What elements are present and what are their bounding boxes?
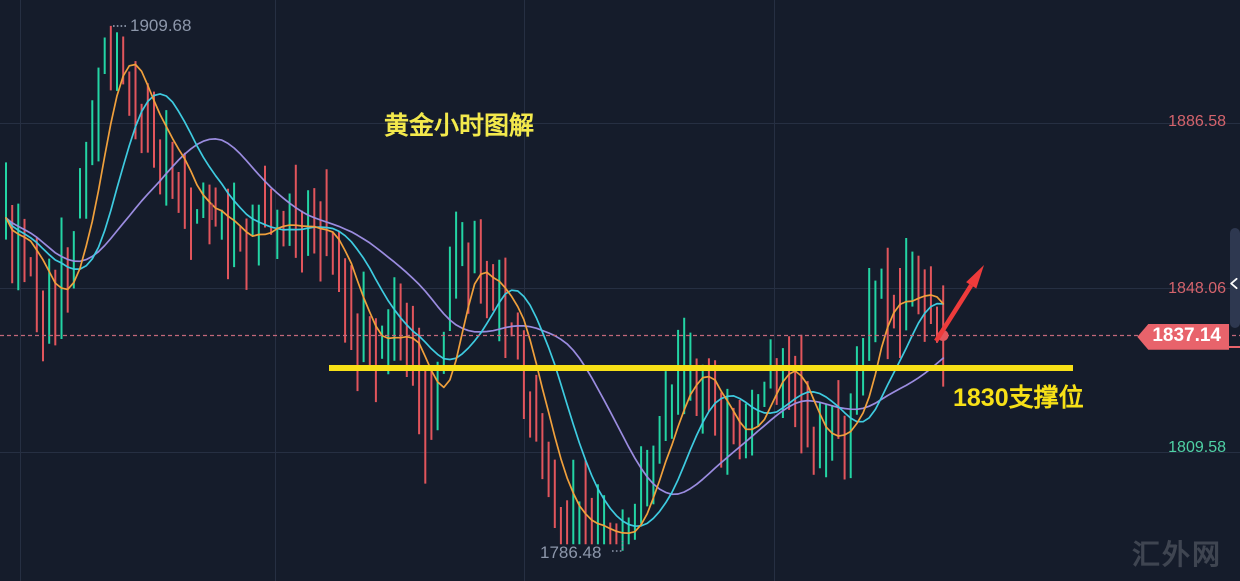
svg-text:1909.68: 1909.68 — [130, 16, 191, 35]
svg-text:1830支撑位: 1830支撑位 — [953, 383, 1084, 412]
svg-text:黄金小时图解: 黄金小时图解 — [384, 111, 534, 140]
svg-text:1786.48: 1786.48 — [540, 543, 601, 562]
